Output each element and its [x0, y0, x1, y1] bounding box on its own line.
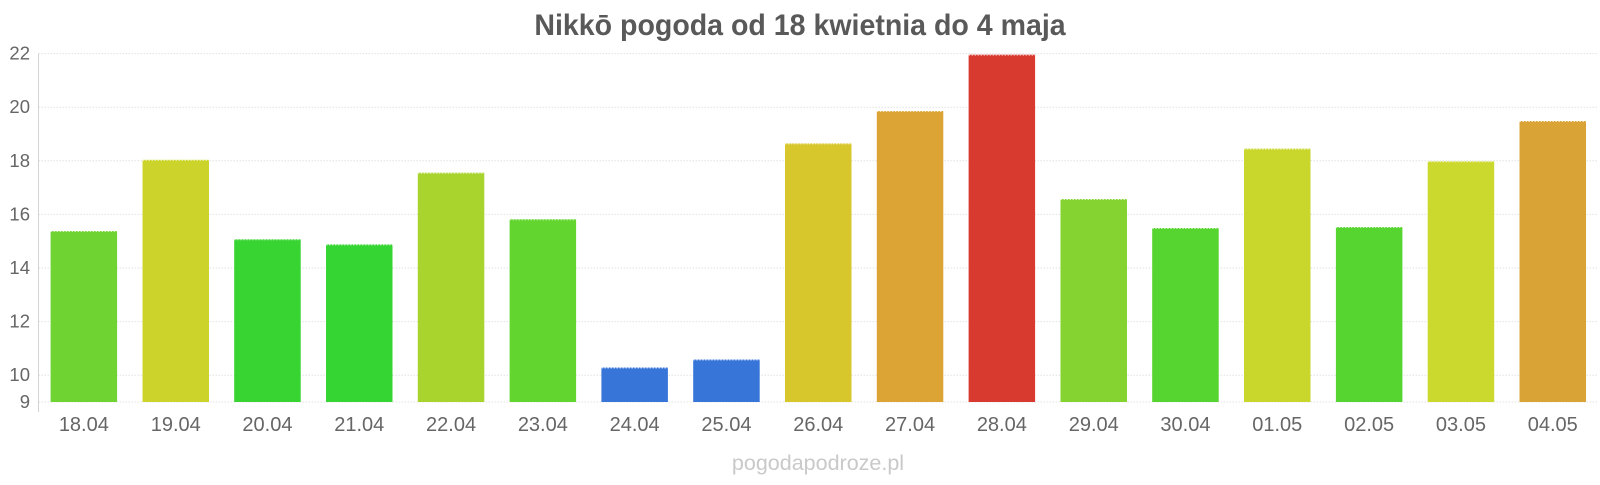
svg-text:10: 10 [9, 364, 30, 385]
svg-text:Nikkō pogoda od 18 kwietnia do: Nikkō pogoda od 18 kwietnia do 4 maja [534, 9, 1066, 43]
svg-text:23.04: 23.04 [518, 414, 568, 436]
svg-text:01.05: 01.05 [1252, 414, 1302, 436]
svg-text:27.04: 27.04 [885, 414, 935, 436]
svg-text:30.04: 30.04 [1160, 414, 1210, 436]
svg-text:9: 9 [20, 391, 30, 412]
svg-text:21.04: 21.04 [334, 414, 384, 436]
svg-text:04.05: 04.05 [1528, 414, 1578, 436]
svg-text:18.04: 18.04 [59, 414, 109, 436]
svg-text:29.04: 29.04 [1069, 414, 1119, 436]
svg-text:28.04: 28.04 [977, 414, 1027, 436]
svg-text:03.05: 03.05 [1436, 414, 1486, 436]
svg-text:25.04: 25.04 [701, 414, 751, 436]
svg-text:12: 12 [9, 311, 30, 332]
svg-text:22: 22 [9, 43, 30, 64]
svg-text:14: 14 [9, 257, 30, 278]
svg-text:pogodapodroze.pl: pogodapodroze.pl [732, 451, 904, 475]
svg-text:16: 16 [9, 203, 30, 224]
svg-text:22.04: 22.04 [426, 414, 476, 436]
svg-text:26.04: 26.04 [793, 414, 843, 436]
svg-text:20: 20 [9, 96, 30, 117]
svg-text:24.04: 24.04 [610, 414, 660, 436]
svg-text:18: 18 [9, 150, 30, 171]
svg-text:19.04: 19.04 [151, 414, 201, 436]
svg-text:02.05: 02.05 [1344, 414, 1394, 436]
svg-text:20.04: 20.04 [242, 414, 292, 436]
